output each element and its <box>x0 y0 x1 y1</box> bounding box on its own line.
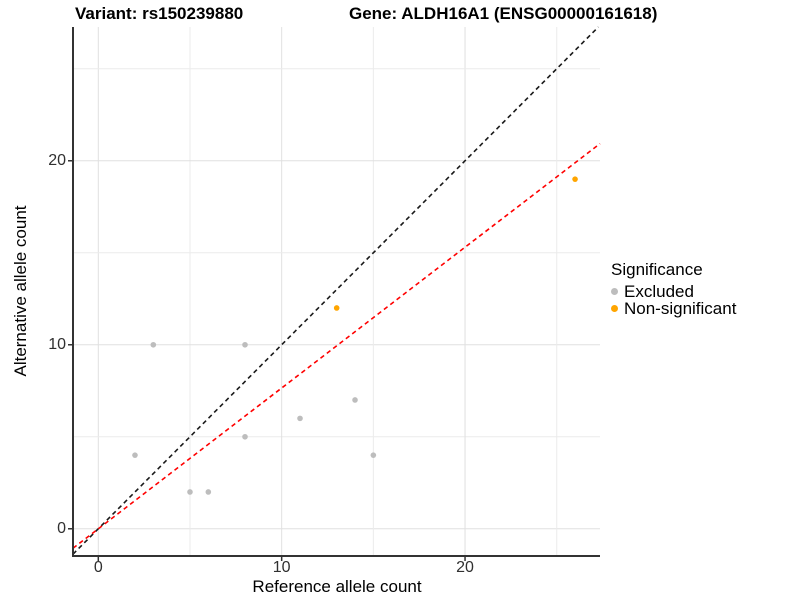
x-axis-title: Reference allele count <box>252 577 422 596</box>
legend: Significance Excluded Non-significant <box>611 260 737 318</box>
x-tick-label: 20 <box>456 559 474 576</box>
identity-line <box>72 26 599 555</box>
excluded-dot-icon <box>611 288 618 295</box>
y-tick-label: 10 <box>48 335 66 353</box>
y-axis-title: Alternative allele count <box>11 205 30 377</box>
data-point-non-significant <box>333 305 340 311</box>
legend-item-non-significant: Non-significant <box>611 298 737 318</box>
legend-item-label: Non-significant <box>624 298 737 318</box>
variant-title: Variant: rs150239880 <box>75 4 244 23</box>
data-point-excluded <box>242 341 248 348</box>
legend-title: Significance <box>611 260 703 279</box>
data-point-excluded <box>352 397 358 403</box>
plot-panel <box>68 26 601 561</box>
data-point-excluded <box>297 415 303 422</box>
legend-item-excluded: Excluded <box>611 281 736 301</box>
non-significant-dot-icon <box>611 305 618 312</box>
data-point-excluded <box>187 489 193 495</box>
x-tick-label: 10 <box>272 559 291 576</box>
fit-line <box>72 143 601 549</box>
data-point-excluded <box>205 489 212 495</box>
data-point-excluded <box>370 452 377 458</box>
data-point-non-significant <box>572 176 578 182</box>
legend-item-label: Excluded <box>624 281 694 301</box>
x-tick-label: 0 <box>93 559 103 576</box>
y-tick-label: 20 <box>48 151 66 169</box>
y-tick-label: 0 <box>57 519 66 537</box>
data-point-excluded <box>242 433 248 440</box>
data-point-excluded <box>150 341 157 348</box>
data-point-excluded <box>132 452 138 458</box>
gene-title: Gene: ALDH16A1 (ENSG00000161618) <box>349 4 658 23</box>
